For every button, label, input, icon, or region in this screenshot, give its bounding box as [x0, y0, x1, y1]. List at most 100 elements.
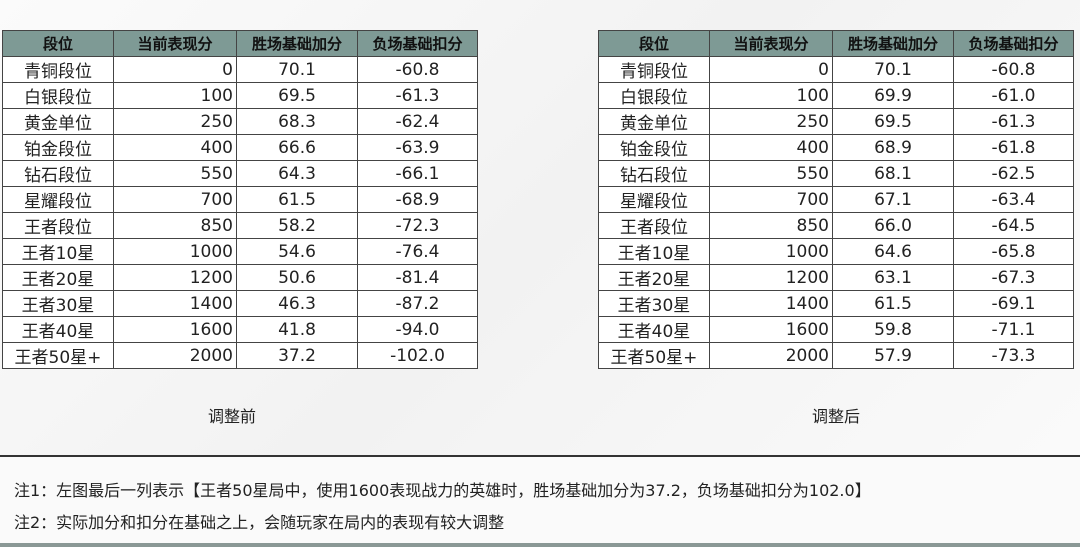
table-row: 铂金段位 400 66.6 -63.9 [2, 134, 478, 161]
table-cell: 57.9 [832, 342, 954, 369]
table-cell: 1000 [709, 238, 833, 265]
table-cell: 王者10星 [2, 238, 114, 265]
table-cell: -61.8 [953, 134, 1074, 161]
table-cell: 王者40星 [598, 316, 710, 343]
table-row: 黄金单位 250 68.3 -62.4 [2, 108, 478, 135]
header-cell: 负场基础扣分 [357, 30, 478, 57]
table-after: 段位 当前表现分 胜场基础加分 负场基础扣分 青铜段位 0 70.1 -60.8 白银段… [598, 30, 1074, 369]
table-row: 王者30星 1400 46.3 -87.2 [2, 290, 478, 317]
table-cell: 61.5 [832, 290, 954, 317]
table-cell: 69.5 [832, 108, 954, 135]
table-cell: 王者50星+ [598, 342, 710, 369]
table-cell: 王者50星+ [2, 342, 114, 369]
table-cell: 铂金段位 [598, 134, 710, 161]
table-cell: 2000 [709, 342, 833, 369]
table-cell: 66.6 [236, 134, 358, 161]
table-cell: -60.8 [953, 56, 1074, 83]
table-row: 王者20星 1200 63.1 -67.3 [598, 264, 1074, 291]
table-cell: 白银段位 [2, 82, 114, 109]
table-cell: 67.1 [832, 186, 954, 213]
table-cell: 46.3 [236, 290, 358, 317]
table-cell: -61.3 [953, 108, 1074, 135]
table-row: 王者段位 850 66.0 -64.5 [598, 212, 1074, 239]
table-cell: -68.9 [357, 186, 478, 213]
table-cell: 68.9 [832, 134, 954, 161]
table-cell: -73.3 [953, 342, 1074, 369]
table-row: 王者30星 1400 61.5 -69.1 [598, 290, 1074, 317]
table-cell: -72.3 [357, 212, 478, 239]
table-cell: 星耀段位 [598, 186, 710, 213]
table-cell: 68.1 [832, 160, 954, 187]
table-cell: 0 [113, 56, 237, 83]
table-cell: 2000 [113, 342, 237, 369]
table-cell: 70.1 [236, 56, 358, 83]
header-cell: 当前表现分 [709, 30, 833, 57]
table-cell: 钻石段位 [2, 160, 114, 187]
table-before: 段位 当前表现分 胜场基础加分 负场基础扣分 青铜段位 0 70.1 -60.8 白银段… [2, 30, 478, 369]
header-cell: 段位 [598, 30, 710, 57]
table-row: 王者50星+ 2000 37.2 -102.0 [2, 342, 478, 369]
table-cell: 54.6 [236, 238, 358, 265]
table-row: 王者50星+ 2000 57.9 -73.3 [598, 342, 1074, 369]
table-cell: -62.5 [953, 160, 1074, 187]
table-cell: 69.5 [236, 82, 358, 109]
table-cell: 王者10星 [598, 238, 710, 265]
table-row: 白银段位 100 69.5 -61.3 [2, 82, 478, 109]
table-cell: 41.8 [236, 316, 358, 343]
table-cell: 青铜段位 [598, 56, 710, 83]
table-cell: 100 [113, 82, 237, 109]
table-cell: 64.6 [832, 238, 954, 265]
table-cell: 1400 [113, 290, 237, 317]
table-cell: 王者段位 [598, 212, 710, 239]
table-row: 铂金段位 400 68.9 -61.8 [598, 134, 1074, 161]
table-cell: 50.6 [236, 264, 358, 291]
table-row: 黄金单位 250 69.5 -61.3 [598, 108, 1074, 135]
table-cell: 1000 [113, 238, 237, 265]
table-cell: 1600 [709, 316, 833, 343]
table-cell: 黄金单位 [598, 108, 710, 135]
table-cell: 400 [709, 134, 833, 161]
table-cell: 68.3 [236, 108, 358, 135]
table-cell: 37.2 [236, 342, 358, 369]
table-cell: 1200 [709, 264, 833, 291]
table-cell: 61.5 [236, 186, 358, 213]
table-cell: 250 [113, 108, 237, 135]
table-row: 青铜段位 0 70.1 -60.8 [2, 56, 478, 83]
table-row: 王者20星 1200 50.6 -81.4 [2, 264, 478, 291]
table-cell: -64.5 [953, 212, 1074, 239]
table-cell: -94.0 [357, 316, 478, 343]
note-1: 注1：左图最后一列表示【王者50星局中，使用1600表现战力的英雄时，胜场基础加… [14, 481, 871, 500]
table-cell: 王者40星 [2, 316, 114, 343]
table-cell: 1600 [113, 316, 237, 343]
table-cell: 58.2 [236, 212, 358, 239]
caption-after: 调整后 [812, 407, 861, 426]
table-cell: 钻石段位 [598, 160, 710, 187]
table-cell: 王者30星 [2, 290, 114, 317]
table-cell: 铂金段位 [2, 134, 114, 161]
table-row: 钻石段位 550 68.1 -62.5 [598, 160, 1074, 187]
header-row: 段位 当前表现分 胜场基础加分 负场基础扣分 [598, 30, 1074, 57]
table-cell: -60.8 [357, 56, 478, 83]
table-cell: 700 [709, 186, 833, 213]
table-cell: 1400 [709, 290, 833, 317]
table-cell: 黄金单位 [2, 108, 114, 135]
table-cell: 1200 [113, 264, 237, 291]
header-cell: 段位 [2, 30, 114, 57]
table-row: 王者40星 1600 41.8 -94.0 [2, 316, 478, 343]
table-cell: -61.0 [953, 82, 1074, 109]
table-row: 星耀段位 700 67.1 -63.4 [598, 186, 1074, 213]
table-cell: -62.4 [357, 108, 478, 135]
table-cell: -63.9 [357, 134, 478, 161]
table-cell: 850 [113, 212, 237, 239]
table-cell: 700 [113, 186, 237, 213]
table-cell: 王者30星 [598, 290, 710, 317]
header-row: 段位 当前表现分 胜场基础加分 负场基础扣分 [2, 30, 478, 57]
table-cell: 59.8 [832, 316, 954, 343]
table-cell: 70.1 [832, 56, 954, 83]
header-cell: 胜场基础加分 [236, 30, 358, 57]
note-2: 注2：实际加分和扣分在基础之上，会随玩家在局内的表现有较大调整 [14, 513, 505, 532]
table-cell: 550 [709, 160, 833, 187]
table-cell: 0 [709, 56, 833, 83]
table-cell: -71.1 [953, 316, 1074, 343]
table-cell: -66.1 [357, 160, 478, 187]
